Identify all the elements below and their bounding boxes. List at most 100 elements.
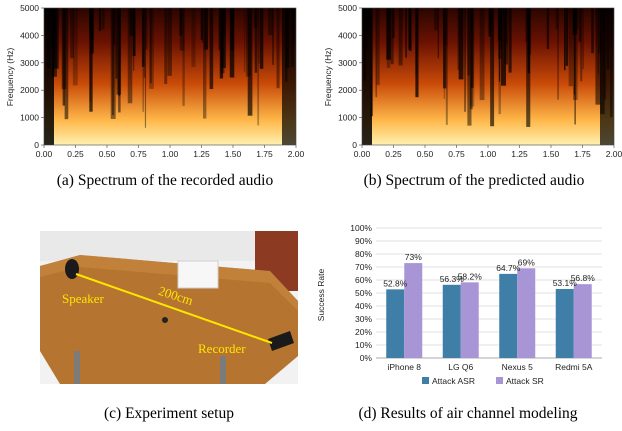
y-tick-label: 0 (34, 140, 39, 150)
texture-band (167, 8, 172, 76)
texture-band (72, 8, 78, 86)
texture-band (598, 8, 602, 54)
texture-band (479, 8, 485, 101)
y-ticks: 0 1000 2000 3000 4000 5000 (338, 3, 362, 150)
bar (404, 263, 423, 358)
spectrogram-recorded: Frequency (Hz) 0 1000 2000 3000 4000 5000 0.0… (5, 3, 305, 159)
x-tick-label: 1.25 (511, 149, 528, 159)
y-tick-label: 1000 (338, 113, 357, 123)
caption-c: (c) Experiment setup (104, 405, 234, 422)
y-tick-label: 10% (355, 340, 372, 350)
speaker-device (65, 259, 79, 279)
texture-band (458, 8, 464, 80)
x-tick-label: 1.50 (543, 149, 560, 159)
y-tick-label: 3000 (338, 58, 357, 68)
x-tick-label: 0.75 (130, 149, 147, 159)
texture-band (218, 8, 220, 51)
texture-band (142, 8, 144, 112)
texture-band (201, 8, 204, 44)
texture-band (64, 8, 69, 120)
bar (573, 284, 592, 358)
texture-band (490, 8, 495, 127)
texture-band (245, 8, 251, 77)
laptop (177, 260, 219, 289)
texture-band (555, 8, 559, 30)
texture-band (582, 8, 584, 70)
texture-band (527, 8, 532, 55)
texture-band (257, 8, 260, 126)
bar (555, 288, 574, 358)
x-tick-label: 0.50 (99, 149, 116, 159)
y-tick-label: 100% (350, 223, 372, 233)
bar (386, 289, 405, 358)
texture-band (376, 8, 380, 86)
texture-band (504, 8, 509, 65)
texture-band (565, 8, 569, 66)
legend-swatch (496, 377, 503, 384)
texture-band (149, 8, 154, 89)
spectrogram-plot-area (362, 8, 614, 145)
y-tick-label: 4000 (20, 30, 39, 40)
texture-band (386, 8, 391, 60)
texture-band (202, 8, 207, 119)
texture-band (445, 8, 448, 125)
caption-a: (a) Spectrum of the recorded audio (56, 172, 274, 189)
texture-band (457, 8, 460, 70)
texture-band (386, 8, 391, 68)
texture-band (362, 8, 372, 145)
texture-band (501, 8, 506, 86)
texture-band (118, 8, 121, 113)
texture-band (98, 8, 102, 31)
x-tick-label: 1.00 (480, 149, 497, 159)
texture-band (182, 8, 185, 107)
texture-band (398, 8, 403, 66)
data-label: 58.2% (458, 271, 483, 281)
texture-band (527, 8, 531, 74)
caption-b: (b) Spectrum of the predicted audio (363, 172, 585, 189)
y-tick-label: 50% (355, 288, 372, 298)
x-ticks: 0.00 0.25 0.50 0.75 1.00 1.25 1.50 1.75 2.00 (36, 145, 305, 159)
texture-band (129, 8, 135, 36)
x-tick-label: 2.00 (288, 149, 305, 159)
x-tick-label: 0.50 (417, 149, 434, 159)
experiment-photo: Speaker 200cm Recorder (40, 231, 298, 384)
texture-band (70, 8, 74, 59)
texture-band (89, 8, 93, 112)
texture-band (434, 8, 439, 31)
y-tick-label: 90% (355, 236, 372, 246)
table-surface (40, 255, 298, 384)
texture-band (115, 8, 118, 79)
texture-band (141, 8, 145, 67)
y-tick-label: 1000 (20, 113, 39, 123)
category-label: Nexus 5 (502, 362, 533, 372)
y-tick-label: 30% (355, 314, 372, 324)
spectrogram-plot-area (44, 8, 296, 145)
texture-band (272, 8, 274, 65)
texture-band (276, 8, 280, 89)
category-labels: iPhone 8 LG Q6 Nexus 5 Redmi 5A (387, 362, 592, 372)
y-tick-label: 40% (355, 301, 372, 311)
data-label: 69% (518, 257, 535, 267)
texture-band (595, 8, 601, 105)
texture-band (44, 8, 54, 145)
texture-band (253, 8, 258, 29)
x-tick-label: 1.50 (225, 149, 242, 159)
x-tick-label: 1.00 (162, 149, 179, 159)
y-tick-label: 4000 (338, 30, 357, 40)
texture-band (268, 8, 273, 36)
caption-d: (d) Results of air channel modeling (358, 405, 578, 422)
texture-band (573, 8, 575, 95)
x-tick-label: 0.75 (448, 149, 465, 159)
category-label: Redmi 5A (555, 362, 593, 372)
texture-band (127, 8, 133, 104)
texture-band (191, 8, 196, 68)
legend: Attack ASR Attack SR (422, 376, 544, 386)
texture-band (62, 8, 65, 106)
texture-band (600, 8, 614, 145)
texture-band (467, 8, 472, 126)
y-tick-label: 80% (355, 249, 372, 259)
texture-band (443, 8, 447, 89)
x-tick-label: 0.00 (36, 149, 53, 159)
y-tick-label: 0 (352, 140, 357, 150)
texture-band (508, 8, 512, 73)
